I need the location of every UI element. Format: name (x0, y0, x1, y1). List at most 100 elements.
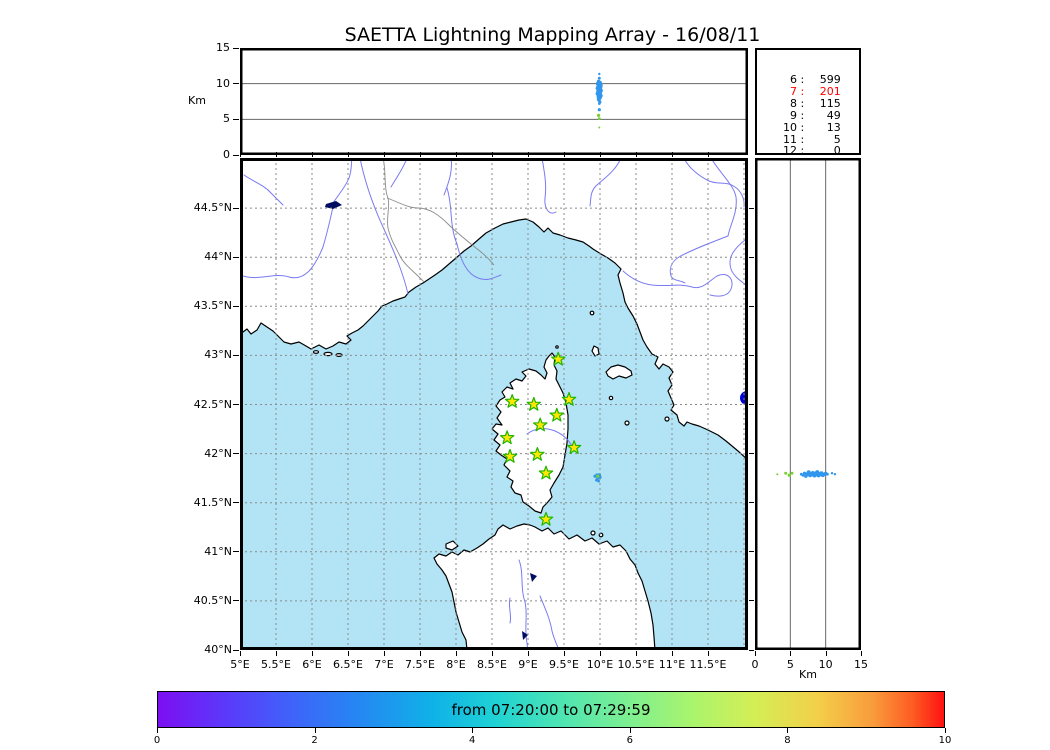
longitude-tick-label: 8.5°E (477, 658, 507, 671)
hyeres-island (323, 351, 333, 357)
counts-row: 8 : 115 (779, 96, 859, 110)
longitude-tick-label: 8°E (446, 658, 466, 671)
source-dot (802, 471, 807, 475)
altitude-bin: 8 (790, 96, 797, 110)
tick-mark (348, 651, 349, 656)
right-panel-xlabel: Km (799, 668, 817, 681)
latitude-tick-label: 43.5°N (193, 299, 232, 313)
tick-mark (492, 651, 493, 656)
tick-mark (312, 651, 313, 656)
tick-mark (749, 649, 754, 651)
altitude-bin: 9 (790, 108, 797, 122)
river-durance (240, 206, 334, 279)
station-star (561, 392, 577, 406)
panel-frame (755, 158, 861, 650)
station-star (549, 407, 565, 422)
tick-mark (233, 649, 239, 651)
source-dot (597, 76, 601, 80)
station-star (551, 351, 566, 366)
colon: : (797, 84, 808, 98)
lake (522, 631, 528, 640)
colon: : (797, 96, 808, 110)
source-counts-table: 6 : 599 7 : 201 8 : 115 9 : 49 10 : 13 11 : 5… (755, 48, 861, 155)
station-star (533, 417, 548, 432)
tick-mark (945, 728, 946, 733)
tick-mark (600, 651, 601, 656)
tick-mark (233, 256, 239, 258)
tick-mark (749, 305, 754, 307)
station-star (530, 447, 545, 461)
counts-row: 9 : 49 (779, 108, 859, 122)
country-borders (382, 158, 495, 283)
tick-mark (233, 600, 239, 602)
altitude-gridlines (789, 158, 827, 650)
tick-mark (233, 83, 239, 85)
time-colorbar: from 07:20:00 to 07:29:59 (157, 691, 945, 728)
colon: : (797, 120, 808, 134)
map-frame (240, 158, 748, 650)
longitude-tick-label: 5.5°E (261, 658, 291, 671)
river (729, 239, 747, 286)
longitude-tick-label: 6°E (302, 658, 322, 671)
longitude-tick-label: 7°E (374, 658, 394, 671)
altitude-tick-label: 0 (223, 148, 230, 161)
colorbar-tick-label: 0 (153, 735, 161, 746)
source-dot (598, 72, 601, 76)
tick-mark (472, 728, 474, 733)
top-panel-ylabel: Km (188, 94, 206, 107)
latitude-tick-label: 44.5°N (193, 201, 232, 215)
tick-mark (749, 551, 754, 553)
altitude-bin: 11 (783, 132, 797, 146)
source-dot (597, 113, 601, 117)
flash-dot (596, 474, 600, 478)
map-panel (240, 158, 748, 650)
altitude-bin: 12 (783, 144, 797, 155)
altitude-longitude-panel (240, 48, 748, 155)
source-count: 0 (833, 144, 841, 155)
tick-mark (233, 305, 239, 307)
station-star (538, 465, 554, 480)
tick-mark (825, 651, 827, 656)
asinara-island (445, 540, 459, 551)
tick-mark (384, 651, 385, 656)
source-dot (776, 473, 779, 476)
rivers (240, 158, 747, 650)
longitude-tick-label: 5°E (230, 658, 250, 671)
tick-mark (456, 651, 457, 656)
station-star (566, 440, 582, 454)
river-golo (526, 428, 573, 447)
tick-mark (787, 728, 789, 733)
tick-mark (636, 651, 637, 656)
region-border (386, 197, 495, 266)
river (683, 158, 745, 208)
colon: : (797, 132, 808, 146)
page-title: SAETTA Lightning Mapping Array - 16/08/1… (344, 24, 761, 46)
tick-mark (861, 651, 862, 656)
lightning-sources-profile (776, 470, 837, 478)
colorbar-tick-label: 4 (469, 735, 476, 746)
france-italy-border (382, 158, 425, 283)
tick-mark (564, 651, 565, 656)
tick-mark (749, 207, 754, 209)
station-star (502, 448, 518, 463)
maddalena-island (590, 530, 596, 536)
flash-dot (595, 478, 598, 482)
tick-mark (708, 651, 709, 656)
source-dot (597, 117, 601, 120)
colorbar-tick-label: 8 (784, 735, 791, 746)
latitude-tick-label: 42°N (204, 446, 232, 460)
longitude-tick-label: 7.5°E (405, 658, 435, 671)
station-star (504, 394, 520, 408)
altitude-latitude-panel (755, 158, 861, 650)
tick-mark (749, 256, 754, 258)
longitude-tick-label: 10°E (586, 658, 614, 671)
river (243, 174, 284, 206)
longitude-tick-label: 9.5°E (549, 658, 579, 671)
gorgona-island (589, 310, 595, 316)
source-count: 599 (819, 73, 841, 86)
panel-frame (240, 48, 748, 155)
river-arno (622, 270, 733, 297)
latitude-tick-label: 41.5°N (193, 495, 232, 509)
elba-island (605, 364, 633, 380)
